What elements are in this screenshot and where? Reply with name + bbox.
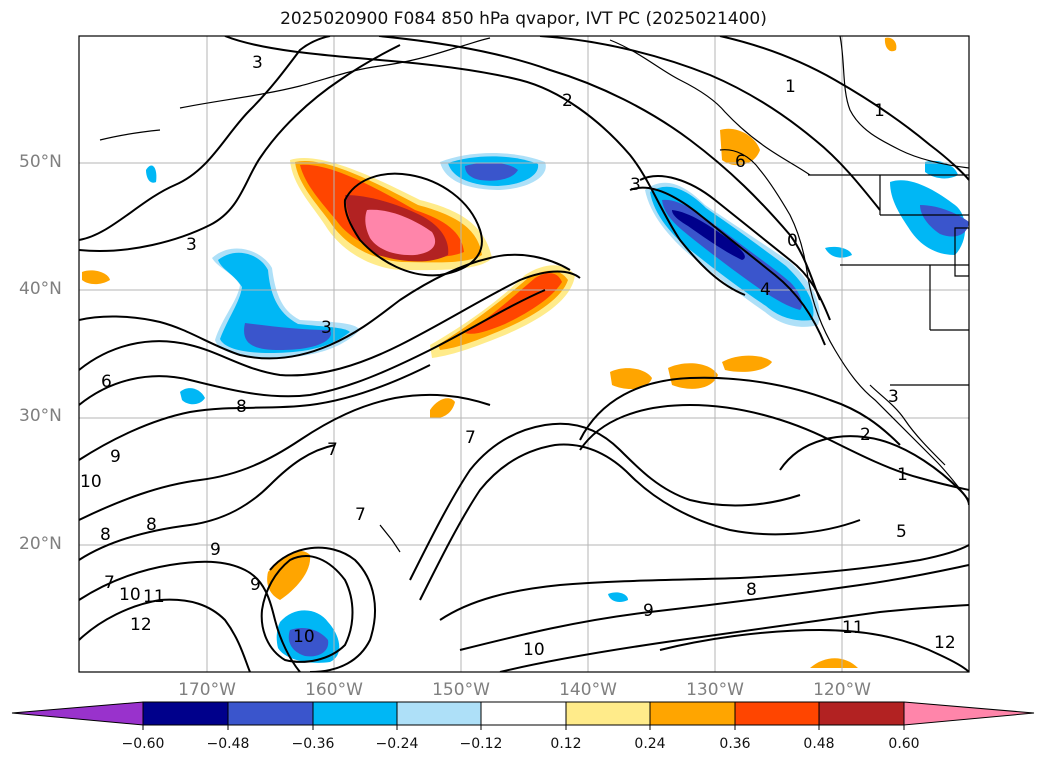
lon-label-160w: 160°W — [305, 680, 363, 700]
coastlines — [99, 36, 969, 553]
colorbar-bin — [480, 701, 567, 726]
colorbar-bin — [227, 701, 314, 726]
contour-label: 9 — [643, 601, 654, 621]
contour-label: 1 — [897, 465, 908, 485]
contour-label: 7 — [327, 440, 338, 460]
contour-label: 6 — [735, 152, 746, 172]
positive-anomaly-north-60 — [365, 209, 436, 256]
contour-label: 8 — [746, 580, 757, 600]
contour-label: 10 — [80, 472, 102, 492]
colorbar-bin — [312, 701, 398, 726]
lat-label-20n: 20°N — [19, 534, 62, 554]
filled-anomalies — [82, 37, 969, 668]
negative-northeast-36 — [920, 205, 969, 237]
negative-anomaly-west-36 — [244, 323, 332, 350]
map-title: 2025020900 F084 850 hPa qvapor, IVT PC (… — [280, 9, 767, 29]
negative-coastal-band-48 — [672, 210, 745, 260]
contour-label: 1 — [874, 101, 885, 121]
colorbar-tick-label: −0.60 — [121, 736, 165, 752]
negative-patch-small-3 — [608, 592, 628, 602]
colorbar-tick-label: −0.48 — [206, 736, 250, 752]
map-area: 3 2 1 1 3 3 6 0 4 3 6 8 7 9 10 8 8 9 7 7… — [79, 36, 969, 672]
contour-label: 2 — [562, 91, 573, 111]
colorbar-tick-label: 0.60 — [888, 736, 920, 752]
contour-label: 2 — [860, 425, 871, 445]
contour-label: 3 — [252, 53, 263, 73]
negative-patch-small-4 — [825, 246, 852, 258]
contour-label: 0 — [787, 231, 798, 251]
contour-label: 12 — [934, 633, 956, 653]
contour-label: 11 — [143, 587, 165, 607]
contour-label: 7 — [355, 505, 366, 525]
lat-label-40n: 40°N — [19, 279, 62, 299]
lon-label-150w: 150°W — [432, 680, 490, 700]
colorbar-tick-label: 0.12 — [550, 736, 582, 752]
contour-label: 7 — [465, 428, 476, 448]
contour-label: 6 — [101, 372, 112, 392]
contour-label: 10 — [293, 627, 315, 647]
colorbar-bin — [649, 701, 736, 726]
contour-label: 8 — [100, 525, 111, 545]
contour-label: 8 — [236, 397, 247, 417]
contour-label: 9 — [110, 447, 121, 467]
colorbar-extend-low — [11, 701, 144, 726]
contour-label: 11 — [842, 618, 864, 638]
colorbar-bin — [396, 701, 482, 726]
contour-label: 8 — [146, 515, 157, 535]
colorbar-bin — [142, 701, 229, 726]
colorbar-tick-label: 0.36 — [719, 736, 751, 752]
lon-label-140w: 140°W — [559, 680, 617, 700]
contour-label: 3 — [630, 175, 641, 195]
contour-label: 7 — [104, 573, 115, 593]
contour-label: 10 — [523, 640, 545, 660]
positive-patch-southwest — [267, 551, 311, 600]
colorbar-extend-high — [903, 701, 1035, 726]
graticule — [79, 36, 969, 672]
contour-label: 3 — [186, 235, 197, 255]
colorbar-tick-label: −0.24 — [375, 736, 419, 752]
lat-label-30n: 30°N — [19, 406, 62, 426]
lon-label-170w: 170°W — [178, 680, 236, 700]
contour-label: 12 — [130, 615, 152, 635]
contour-label: 5 — [896, 522, 907, 542]
positive-patch-coast — [720, 128, 760, 166]
positive-patch-west-edge — [82, 270, 110, 285]
contour-label: 3 — [888, 387, 899, 407]
negative-patch-small-2 — [146, 165, 157, 183]
lon-label-130w: 130°W — [686, 680, 744, 700]
positive-patch-east-1 — [610, 368, 652, 390]
positive-patch-bottom — [810, 658, 858, 668]
negative-anomaly-north-36 — [465, 162, 518, 181]
colorbar-bin — [818, 701, 905, 726]
positive-patch-east-3 — [722, 355, 772, 372]
contour-label: 3 — [321, 318, 332, 338]
contour-labels: 3 2 1 1 3 3 6 0 4 3 6 8 7 9 10 8 8 9 7 7… — [80, 53, 956, 660]
map-frame — [78, 35, 970, 673]
contour-label: 1 — [785, 77, 796, 97]
positive-patch-mid — [430, 398, 455, 419]
colorbar-tick-label: 0.24 — [634, 736, 666, 752]
lat-label-50n: 50°N — [19, 152, 62, 172]
colorbar-bin — [565, 701, 651, 726]
negative-patch-southwest-36 — [288, 628, 329, 657]
colorbar-tick-label: −0.12 — [459, 736, 503, 752]
colorbar — [11, 701, 1035, 730]
negative-patch-small-1 — [180, 388, 205, 405]
contour-label: 4 — [760, 280, 771, 300]
lon-label-120w: 120°W — [813, 680, 871, 700]
positive-patch-top — [884, 37, 897, 52]
colorbar-tick-label: −0.36 — [291, 736, 335, 752]
contour-label: 10 — [119, 585, 141, 605]
colorbar-bin — [734, 701, 820, 726]
colorbar-tick-label: 0.48 — [803, 736, 835, 752]
contour-label: 9 — [250, 575, 261, 595]
positive-patch-east-2 — [668, 363, 718, 389]
contour-label: 9 — [210, 540, 221, 560]
ivt-contours — [79, 36, 969, 672]
